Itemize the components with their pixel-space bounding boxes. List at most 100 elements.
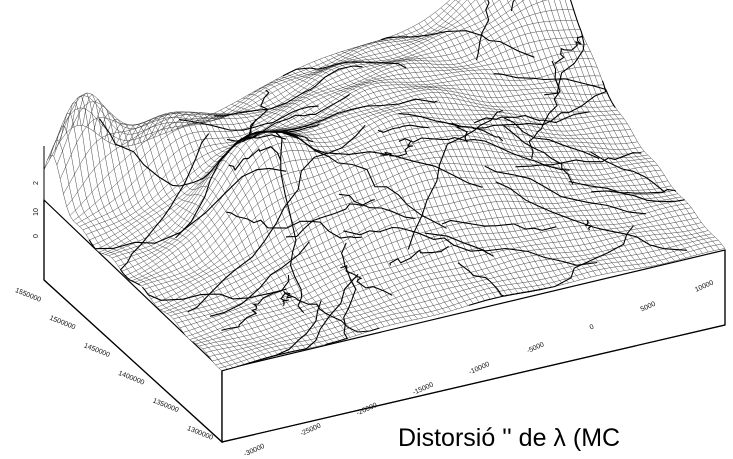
mesh-line-v (176, 112, 357, 336)
ridge-line (457, 262, 543, 297)
mesh-line-v (330, 55, 513, 295)
y-tick-label: 1550000 (14, 287, 42, 304)
ridge-line (226, 94, 350, 142)
mesh-line-v (170, 111, 351, 338)
mesh-line-v (499, 0, 664, 264)
mesh-line-v (126, 122, 306, 349)
mesh-line-v (269, 81, 452, 311)
ridge-line (175, 130, 288, 239)
mesh-line-v (137, 117, 318, 347)
x-tick-label: -25000 (299, 422, 322, 437)
mesh-line-v (491, 0, 659, 266)
ridge-line (338, 193, 416, 219)
z-tick-label: 2 (33, 181, 40, 185)
mesh-line-v (192, 113, 374, 331)
y-tick-label: 1500000 (48, 315, 76, 332)
mesh-line-v (424, 19, 608, 274)
mesh-line-v (506, 0, 670, 263)
x-tick-label: 0 (589, 324, 596, 332)
mesh-line-v (258, 87, 441, 315)
ridge-line (209, 241, 310, 317)
mesh-line-v (429, 16, 614, 273)
mesh-line-v (467, 0, 642, 269)
mesh-line-v (374, 40, 558, 287)
y-tick-label: 1450000 (83, 342, 111, 359)
ridge-line (472, 80, 607, 129)
ridge-line (451, 122, 468, 143)
ridge-line (226, 211, 362, 239)
figure-caption: Distorsió '' de λ (MC (398, 424, 621, 452)
mesh-line-v (418, 23, 603, 275)
mesh-line-v (253, 90, 435, 316)
mesh-line-v (522, 0, 681, 260)
ridge-line (187, 124, 366, 313)
ridge-line (221, 300, 322, 372)
mesh-line-v (286, 73, 469, 306)
ridge-line (544, 0, 585, 96)
mesh-line-v (402, 31, 586, 279)
ridge-line (275, 132, 305, 314)
ridge-line (267, 98, 438, 133)
mesh-line-v (446, 3, 631, 270)
mesh-line-v (54, 125, 234, 368)
mesh-line-v (347, 49, 530, 292)
ridge-line (286, 199, 375, 238)
z-tick-label: 0 (33, 234, 40, 238)
mesh-line-v (529, 0, 687, 259)
ridge-line (554, 35, 584, 64)
mesh-line-v (302, 66, 485, 301)
mesh-line-v (209, 113, 390, 326)
mesh-line-v (369, 42, 552, 288)
ridge-line (441, 219, 557, 231)
mesh-line-v (385, 37, 569, 284)
mesh-line-v (275, 79, 457, 310)
mesh-line-v (214, 112, 396, 325)
mesh-line-v (413, 26, 597, 276)
mesh-line-v (380, 39, 564, 285)
z-tick-label: 10 (33, 208, 40, 216)
surface-mesh (43, 0, 726, 372)
y-tick-label: 1400000 (117, 370, 145, 387)
ridge-line (474, 111, 590, 124)
mesh-line-v (476, 0, 647, 268)
mesh-line-v (264, 84, 446, 313)
mesh-line-v (60, 112, 239, 367)
mesh-line-v (553, 0, 709, 253)
mesh-line-v (291, 71, 474, 305)
mesh-line-v (548, 0, 703, 254)
ridge-line (343, 226, 494, 257)
ridge-line (585, 219, 593, 231)
surface-ridge-lines (88, 0, 687, 372)
box-edge (43, 279, 223, 443)
mesh-line-v (98, 112, 279, 355)
surface-base-box (43, 198, 726, 444)
mesh-line-v (319, 59, 502, 297)
mesh-line-v (220, 109, 401, 323)
ridge-line (221, 274, 290, 331)
ridge-line (142, 286, 287, 301)
mesh-line-v (335, 53, 519, 294)
ridge-line (380, 30, 535, 58)
ridge-line (377, 124, 429, 133)
ridge-line (398, 137, 570, 171)
mesh-line-v (198, 113, 379, 329)
mesh-line-v (104, 118, 284, 354)
ridge-line (282, 61, 407, 77)
ridge-line (493, 73, 616, 108)
ridge-line (380, 141, 414, 157)
mesh-line-v (187, 112, 368, 332)
ridge-line (340, 265, 393, 296)
ridge-line (325, 242, 357, 346)
mesh-line-v (564, 0, 720, 250)
mesh-line-v (142, 115, 323, 346)
mesh-line-v (203, 113, 385, 327)
mesh-line-v (148, 113, 329, 344)
ridge-line (179, 105, 319, 131)
mesh-line-v (65, 102, 245, 365)
z-axis-ticks: 2 10 0 (33, 181, 40, 238)
mesh-line-v (440, 7, 625, 271)
ridge-line (214, 65, 363, 117)
mesh-line-v (71, 95, 251, 363)
mesh-line-v (153, 112, 334, 343)
ridge-line (280, 292, 294, 306)
